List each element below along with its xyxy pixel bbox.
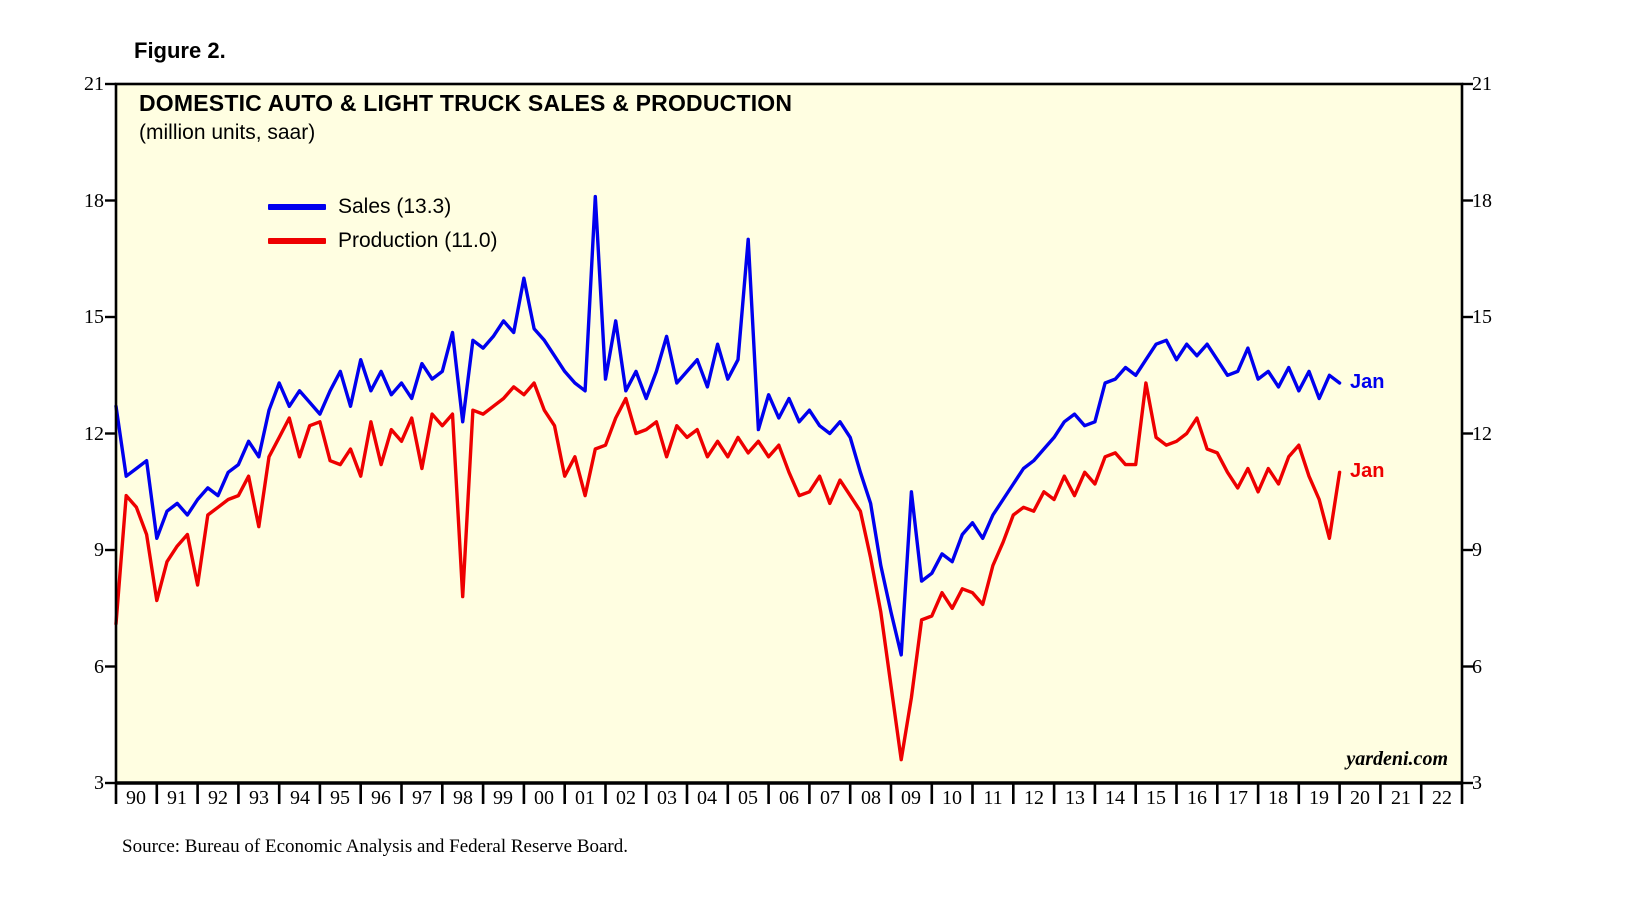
x-axis-label: 18 xyxy=(1268,787,1288,809)
x-axis-label: 94 xyxy=(290,787,310,809)
x-axis-label: 02 xyxy=(616,787,636,809)
x-axis-label: 90 xyxy=(126,787,146,809)
legend: Sales (13.3) Production (11.0) xyxy=(268,190,498,258)
watermark: yardeni.com xyxy=(1346,748,1448,770)
y-axis-label: 6 xyxy=(1472,656,1482,678)
y-axis-label: 18 xyxy=(84,190,104,212)
x-axis-label: 22 xyxy=(1432,787,1452,809)
y-axis-label: 9 xyxy=(94,539,104,561)
x-axis-label: 10 xyxy=(942,787,962,809)
legend-item-sales: Sales (13.3) xyxy=(268,190,498,224)
x-axis-label: 93 xyxy=(249,787,269,809)
x-axis-label: 17 xyxy=(1228,787,1248,809)
y-axis-label: 3 xyxy=(1472,772,1482,794)
x-axis-label: 95 xyxy=(330,787,350,809)
chart-title: DOMESTIC AUTO & LIGHT TRUCK SALES & PROD… xyxy=(139,90,793,116)
y-axis-label: 3 xyxy=(94,772,104,794)
x-axis-label: 14 xyxy=(1105,787,1125,809)
source-note: Source: Bureau of Economic Analysis and … xyxy=(122,836,628,857)
x-axis-label: 20 xyxy=(1350,787,1370,809)
y-axis-label: 6 xyxy=(94,656,104,678)
x-axis-label: 16 xyxy=(1187,787,1207,809)
x-axis-label: 11 xyxy=(983,787,1003,809)
x-axis-label: 04 xyxy=(697,787,717,809)
chart-subtitle: (million units, saar) xyxy=(139,121,316,144)
y-axis-label: 18 xyxy=(1472,190,1492,212)
x-axis-label: 03 xyxy=(657,787,677,809)
y-axis-label: 12 xyxy=(1472,423,1492,445)
x-axis-label: 92 xyxy=(208,787,228,809)
legend-label-production: Production (11.0) xyxy=(338,229,498,252)
x-axis-label: 97 xyxy=(412,787,432,809)
x-axis-label: 15 xyxy=(1146,787,1166,809)
x-axis-label: 91 xyxy=(167,787,187,809)
y-axis-label: 21 xyxy=(84,73,104,95)
x-axis-label: 00 xyxy=(534,787,554,809)
x-axis-label: 21 xyxy=(1391,787,1411,809)
x-axis-label: 19 xyxy=(1309,787,1329,809)
sales-line-swatch xyxy=(268,204,326,210)
x-axis-label: 06 xyxy=(779,787,799,809)
y-axis-label: 21 xyxy=(1472,73,1492,95)
legend-label-sales: Sales (13.3) xyxy=(338,195,452,218)
x-axis-label: 08 xyxy=(861,787,881,809)
y-axis-label: 12 xyxy=(84,423,104,445)
x-axis-label: 13 xyxy=(1065,787,1085,809)
x-axis-label: 05 xyxy=(738,787,758,809)
x-axis-label: 07 xyxy=(820,787,840,809)
x-axis-label: 99 xyxy=(493,787,513,809)
figure-label: Figure 2. xyxy=(134,38,226,63)
x-axis-label: 09 xyxy=(901,787,921,809)
x-axis-label: 12 xyxy=(1024,787,1044,809)
y-axis-label: 15 xyxy=(1472,306,1492,328)
x-axis-label: 98 xyxy=(453,787,473,809)
x-axis-label: 96 xyxy=(371,787,391,809)
production-line-swatch xyxy=(268,238,326,244)
production-end-label: Jan xyxy=(1350,460,1385,482)
y-axis-label: 15 xyxy=(84,306,104,328)
x-axis-label: 01 xyxy=(575,787,595,809)
legend-item-production: Production (11.0) xyxy=(268,224,498,258)
y-axis-label: 9 xyxy=(1472,539,1482,561)
sales-end-label: Jan xyxy=(1350,371,1385,393)
